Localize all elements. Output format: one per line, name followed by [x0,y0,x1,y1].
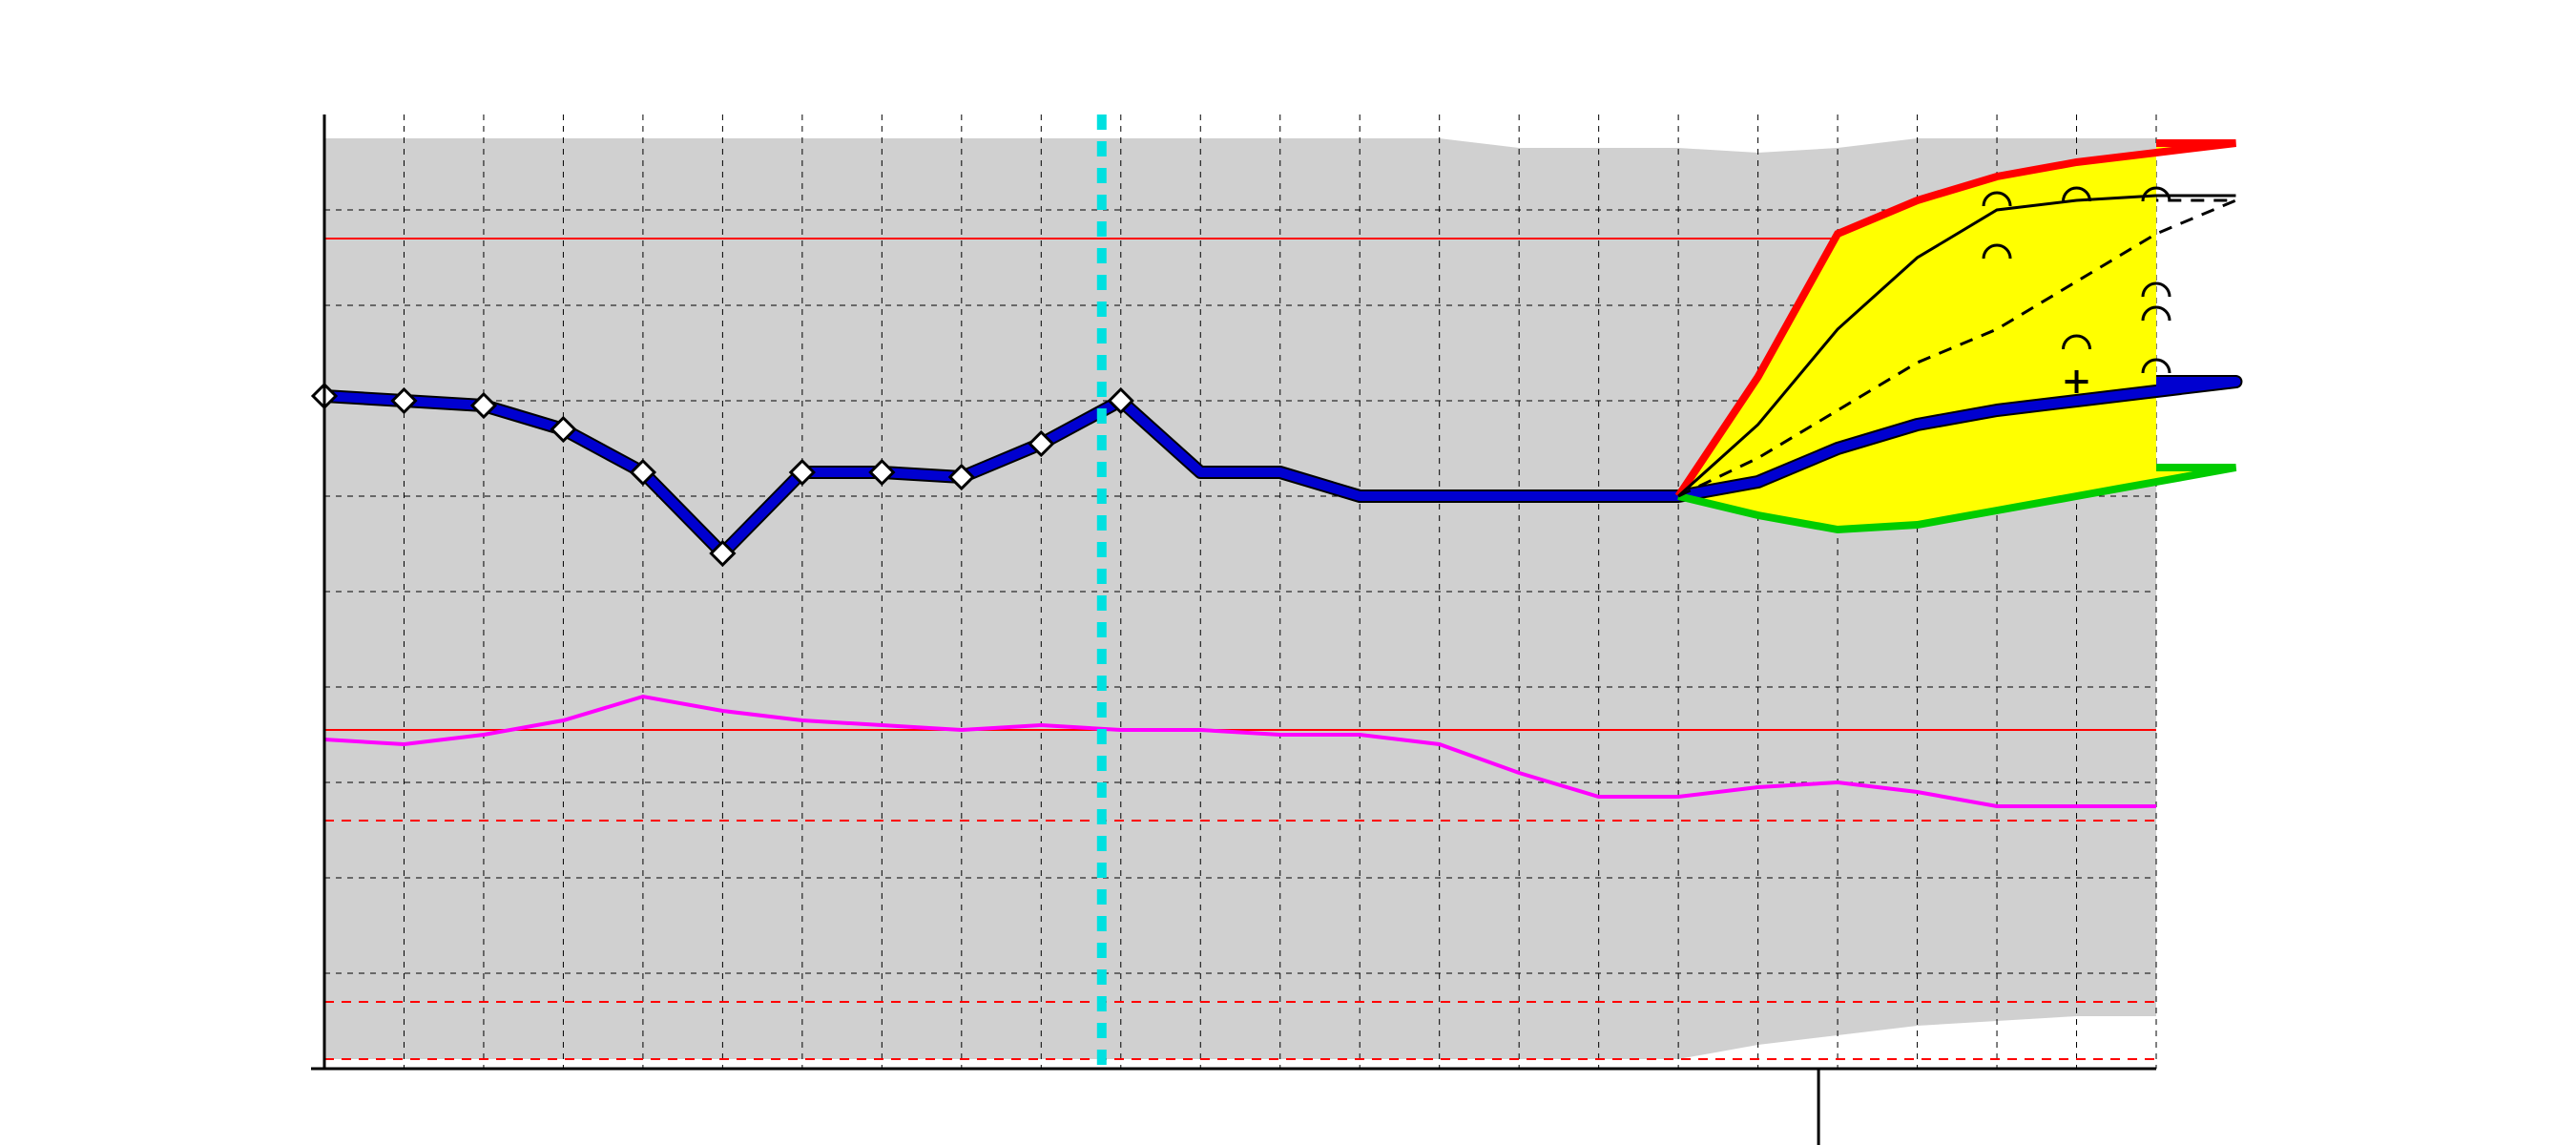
chart-svg [0,0,2576,1145]
discharge-forecast-chart [0,0,2576,1145]
